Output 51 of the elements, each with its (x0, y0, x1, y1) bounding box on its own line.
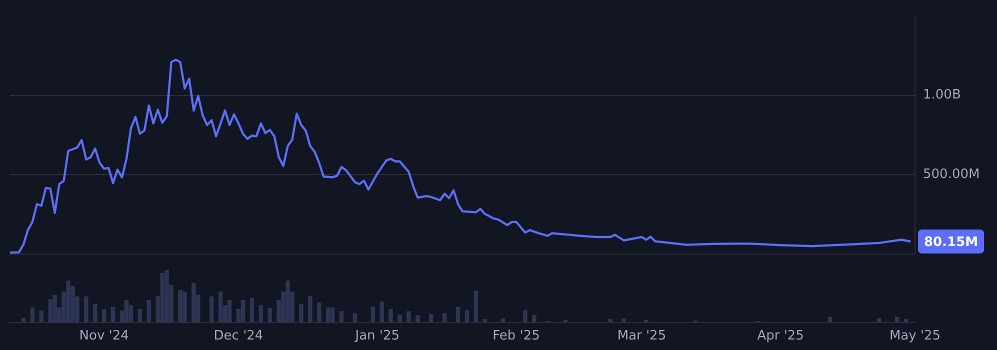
bar (92, 304, 98, 322)
x-tick-label: Jan '25 (354, 328, 400, 344)
x-tick-label: May '25 (889, 328, 941, 344)
bar (317, 302, 322, 322)
x-tick-label: Dec '24 (214, 328, 264, 344)
bar (30, 307, 35, 322)
x-tick-label: Mar '25 (617, 328, 666, 344)
bar (500, 318, 505, 322)
bar (442, 313, 447, 322)
bar (146, 300, 152, 322)
bar (370, 306, 376, 322)
bar (102, 308, 106, 322)
bar (209, 296, 214, 322)
x-tick-label: Apr '25 (757, 328, 804, 344)
bar (429, 314, 434, 322)
x-tick-label: Nov '24 (79, 328, 129, 344)
bar (138, 308, 142, 322)
bar (268, 308, 272, 322)
bar (380, 302, 384, 322)
text: 80.15M (924, 234, 978, 250)
bar (388, 308, 393, 322)
x-tick-label: Feb '25 (492, 328, 540, 344)
bar (622, 318, 626, 322)
bar (608, 318, 612, 322)
bar (456, 306, 460, 322)
bar (39, 310, 44, 322)
bar (416, 315, 420, 322)
bar (532, 314, 536, 322)
bar (474, 290, 478, 322)
bar (308, 296, 312, 322)
bar (84, 296, 88, 322)
bar (240, 300, 246, 322)
bar (523, 310, 528, 322)
bar (406, 311, 411, 322)
bar (339, 311, 344, 322)
bar (398, 314, 402, 322)
y-tick-label: 500.00M (923, 167, 980, 182)
bar (352, 313, 358, 322)
bar (299, 304, 304, 322)
bar (250, 298, 254, 322)
bar (828, 316, 832, 322)
bar (218, 292, 223, 322)
bar (464, 310, 470, 322)
bar (877, 318, 882, 322)
bar (110, 306, 116, 322)
bar (330, 307, 335, 322)
bar (326, 307, 330, 322)
bar (124, 300, 129, 322)
y-tick-label: 1.00B (923, 88, 961, 103)
bar (227, 300, 232, 322)
bar (258, 305, 264, 322)
